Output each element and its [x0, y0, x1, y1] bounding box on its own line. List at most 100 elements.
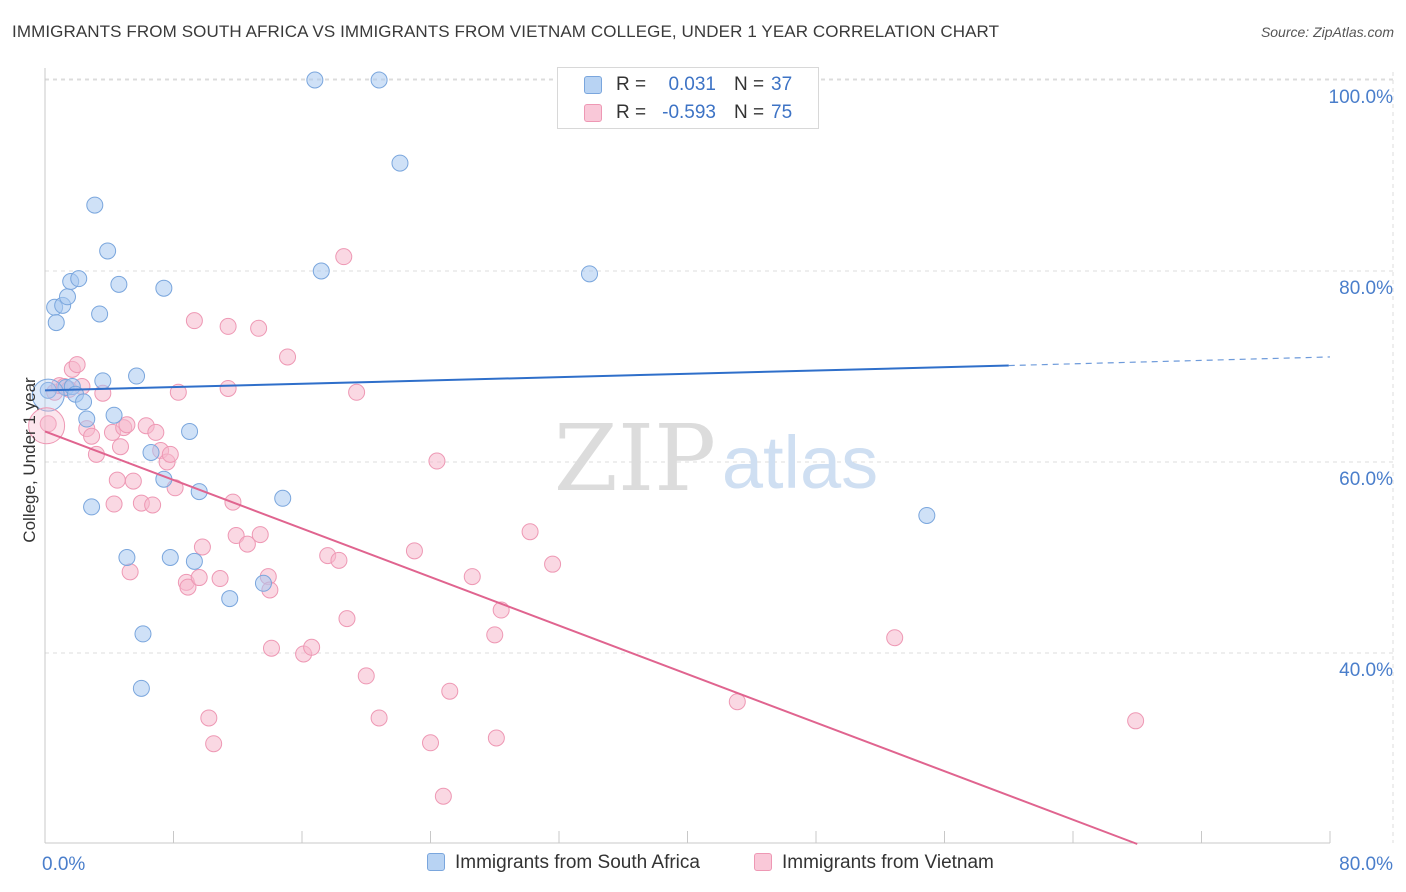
legend-row-vietnam: R = -0.593 N = 75 [558, 100, 818, 128]
legend-label-south-africa: Immigrants from South Africa [455, 852, 700, 873]
point-vietnam [1127, 712, 1145, 730]
point-vietnam [463, 568, 481, 586]
point-vietnam [227, 527, 245, 545]
point-south-africa [94, 372, 112, 390]
point-vietnam [83, 427, 101, 445]
point-vietnam [169, 383, 187, 401]
series-legend: Immigrants from South Africa Immigrants … [0, 850, 1406, 880]
point-vietnam [144, 496, 162, 514]
point-vietnam [251, 526, 269, 544]
point-south-africa [181, 422, 199, 440]
point-south-africa [581, 265, 599, 283]
point-vietnam [544, 555, 562, 573]
point-vietnam [121, 563, 139, 581]
point-vietnam [219, 379, 237, 397]
point-vietnam [211, 570, 229, 588]
point-vietnam [405, 542, 423, 560]
n-label: N = [734, 74, 765, 95]
point-vietnam [441, 682, 459, 700]
point-south-africa [86, 196, 104, 214]
point-vietnam [238, 535, 256, 553]
point-south-africa [83, 498, 101, 516]
r-label: R = [616, 102, 647, 123]
x-tick-label: 80.0% [1339, 854, 1393, 875]
legend-swatch-vietnam [584, 104, 602, 122]
watermark: ZIP atlas [554, 405, 878, 512]
point-south-africa [99, 242, 117, 260]
legend-item-south-africa[interactable]: Immigrants from South Africa [427, 852, 700, 874]
point-south-africa [370, 71, 388, 89]
trend-lines [44, 356, 1331, 845]
point-vietnam [338, 610, 356, 628]
point-south-africa [306, 71, 324, 89]
legend-label-vietnam: Immigrants from Vietnam [782, 852, 994, 873]
point-vietnam [422, 734, 439, 752]
r-value: -0.593 [662, 102, 716, 123]
point-vietnam [370, 709, 388, 727]
point-vietnam [190, 569, 208, 587]
point-south-africa [128, 367, 146, 385]
point-vietnam [886, 629, 904, 647]
legend-swatch-south-africa [427, 853, 445, 871]
r-value: 0.031 [668, 74, 716, 95]
point-vietnam [185, 312, 203, 330]
point-vietnam [348, 383, 366, 401]
point-south-africa [312, 262, 330, 280]
point-vietnam [219, 317, 237, 335]
point-south-africa [91, 305, 109, 323]
point-south-africa [110, 275, 128, 293]
point-vietnam [108, 471, 126, 489]
point-vietnam [521, 523, 539, 541]
point-south-africa [185, 552, 203, 570]
y-tick-label: 40.0% [1339, 660, 1393, 681]
point-vietnam [200, 709, 218, 727]
y-tick-label: 60.0% [1339, 469, 1393, 490]
y-axis-label: College, Under 1 year [20, 377, 39, 543]
point-vietnam [262, 639, 280, 657]
point-south-africa [134, 625, 152, 643]
point-vietnam [250, 319, 268, 337]
legend-swatch-vietnam [754, 853, 772, 871]
axes [44, 68, 1331, 844]
y-tick-label: 80.0% [1339, 278, 1393, 299]
tick-labels: 40.0% 60.0% 80.0% 100.0% 0.0% 80.0% [42, 87, 1393, 875]
chart-title: IMMIGRANTS FROM SOUTH AFRICA VS IMMIGRAN… [12, 22, 1000, 41]
point-south-africa [918, 506, 936, 524]
point-vietnam [335, 248, 353, 266]
point-south-africa [70, 270, 88, 288]
point-south-africa [58, 288, 76, 306]
legend-item-vietnam[interactable]: Immigrants from Vietnam [754, 852, 994, 874]
x-tick-label: 0.0% [42, 854, 85, 875]
point-vietnam [111, 438, 129, 456]
correlation-legend: R = 0.031 N = 37 R = -0.593 N = 75 [557, 67, 819, 129]
point-south-africa [274, 489, 292, 507]
point-vietnam [147, 423, 165, 441]
n-label: N = [734, 102, 765, 123]
point-south-africa [31, 378, 65, 412]
point-vietnam [357, 667, 375, 685]
point-vietnam [205, 735, 223, 753]
legend-row-south-africa: R = 0.031 N = 37 [558, 72, 818, 100]
trend-line-vietnam [44, 430, 1138, 845]
trend-line-south-africa [44, 364, 1009, 392]
point-south-africa [391, 154, 409, 172]
point-vietnam [428, 452, 446, 470]
point-vietnam [330, 551, 348, 569]
r-label: R = [616, 74, 647, 95]
point-south-africa [118, 549, 136, 566]
grid-lines [45, 72, 1395, 843]
point-south-africa [254, 574, 272, 592]
point-vietnam [124, 472, 142, 490]
y-axis-label-container: College, Under 1 year [18, 360, 42, 560]
point-vietnam [105, 495, 123, 513]
trend-line-south-africa-extension [1008, 356, 1331, 367]
watermark-atlas: atlas [722, 421, 878, 504]
legend-swatch-south-africa [584, 76, 602, 94]
point-south-africa [105, 406, 123, 424]
point-vietnam [434, 787, 452, 805]
n-value: 37 [771, 74, 793, 95]
source-credit: Source: ZipAtlas.com [1260, 24, 1394, 40]
point-vietnam [179, 578, 197, 596]
watermark-zip: ZIP [554, 405, 716, 512]
